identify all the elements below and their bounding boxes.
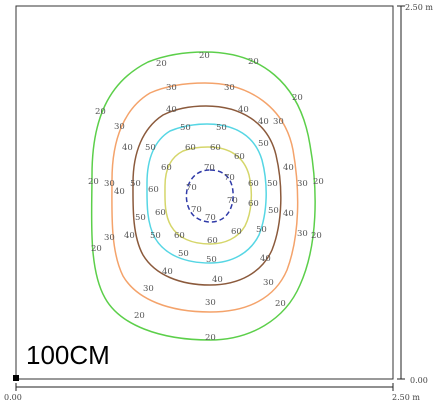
contour-label: 40 xyxy=(122,143,133,153)
contour-label: 20 xyxy=(91,244,102,254)
contour-label: 60 xyxy=(231,227,242,237)
contour-label: 20 xyxy=(275,299,286,309)
contour-label: 50 xyxy=(268,206,279,216)
contour-label: 70 xyxy=(191,205,202,215)
contour-label: 60 xyxy=(210,143,221,153)
contour-label: 20 xyxy=(205,333,216,343)
contour-label: 20 xyxy=(313,177,324,187)
contour-label: 50 xyxy=(145,143,156,153)
origin-marker xyxy=(13,375,19,381)
contour-label: 40 xyxy=(124,231,135,241)
contour-label: 30 xyxy=(263,278,274,288)
contour-label: 70 xyxy=(224,173,235,183)
contour-label: 50 xyxy=(150,231,161,241)
contour-line-30 xyxy=(111,82,299,313)
x-axis-start-label: 0.00 xyxy=(4,393,22,402)
contour-label: 50 xyxy=(258,139,269,149)
contour-line-40 xyxy=(132,105,282,286)
contour-label: 70 xyxy=(227,196,238,206)
contour-label: 60 xyxy=(185,143,196,153)
contour-label: 20 xyxy=(248,57,259,67)
contour-label: 50 xyxy=(206,255,217,265)
contour-label: 60 xyxy=(174,231,185,241)
contour-label: 30 xyxy=(273,117,284,127)
contour-label: 40 xyxy=(212,275,223,285)
y-axis-bottom-label: 0.00 xyxy=(410,376,428,385)
distance-label: 100CM xyxy=(26,340,110,370)
contour-label: 20 xyxy=(95,107,106,117)
contour-label: 50 xyxy=(180,123,191,133)
contour-label: 60 xyxy=(155,208,166,218)
contour-label: 40 xyxy=(162,267,173,277)
contour-label: 40 xyxy=(114,187,125,197)
contour-label: 20 xyxy=(199,51,210,61)
contour-label: 30 xyxy=(104,233,115,243)
contour-label: 30 xyxy=(104,179,115,189)
contour-label: 20 xyxy=(134,311,145,321)
contour-line-60 xyxy=(164,146,253,245)
contour-label: 40 xyxy=(258,117,269,127)
room-boundary xyxy=(15,5,394,380)
contour-line-70 xyxy=(185,169,234,223)
y-axis-top-label: 2.50 m xyxy=(405,3,433,12)
contour-line-50 xyxy=(146,123,267,264)
contour-label: 50 xyxy=(216,123,227,133)
contour-label: 50 xyxy=(130,179,141,189)
contour-label: 60 xyxy=(234,152,245,162)
contour-label: 40 xyxy=(283,209,294,219)
contour-label: 60 xyxy=(248,179,259,189)
contour-label: 60 xyxy=(207,236,218,246)
contour-label: 40 xyxy=(283,163,294,173)
contour-label: 50 xyxy=(135,213,146,223)
contour-label: 30 xyxy=(297,229,308,239)
contour-label: 60 xyxy=(248,199,259,209)
contour-label: 20 xyxy=(292,93,303,103)
contour-label: 50 xyxy=(256,225,267,235)
contour-label: 50 xyxy=(267,179,278,189)
contour-label: 70 xyxy=(205,213,216,223)
contour-label: 40 xyxy=(238,105,249,115)
contour-label: 30 xyxy=(166,83,177,93)
contour-label: 20 xyxy=(156,59,167,69)
contour-label: 70 xyxy=(204,163,215,173)
contour-line-20 xyxy=(90,51,316,341)
contour-label: 70 xyxy=(186,183,197,193)
contour-label: 30 xyxy=(297,179,308,189)
contour-label: 40 xyxy=(260,254,271,264)
contour-label: 60 xyxy=(161,163,172,173)
contour-label: 50 xyxy=(178,249,189,259)
contour-label: 20 xyxy=(88,177,99,187)
contour-label: 30 xyxy=(143,284,154,294)
x-axis-end-label: 2.50 m xyxy=(392,393,420,402)
contour-label: 30 xyxy=(224,83,235,93)
contour-label: 30 xyxy=(114,122,125,132)
contour-label: 30 xyxy=(205,298,216,308)
contour-label: 20 xyxy=(311,231,322,241)
contour-label: 40 xyxy=(166,105,177,115)
contour-label: 60 xyxy=(148,185,159,195)
